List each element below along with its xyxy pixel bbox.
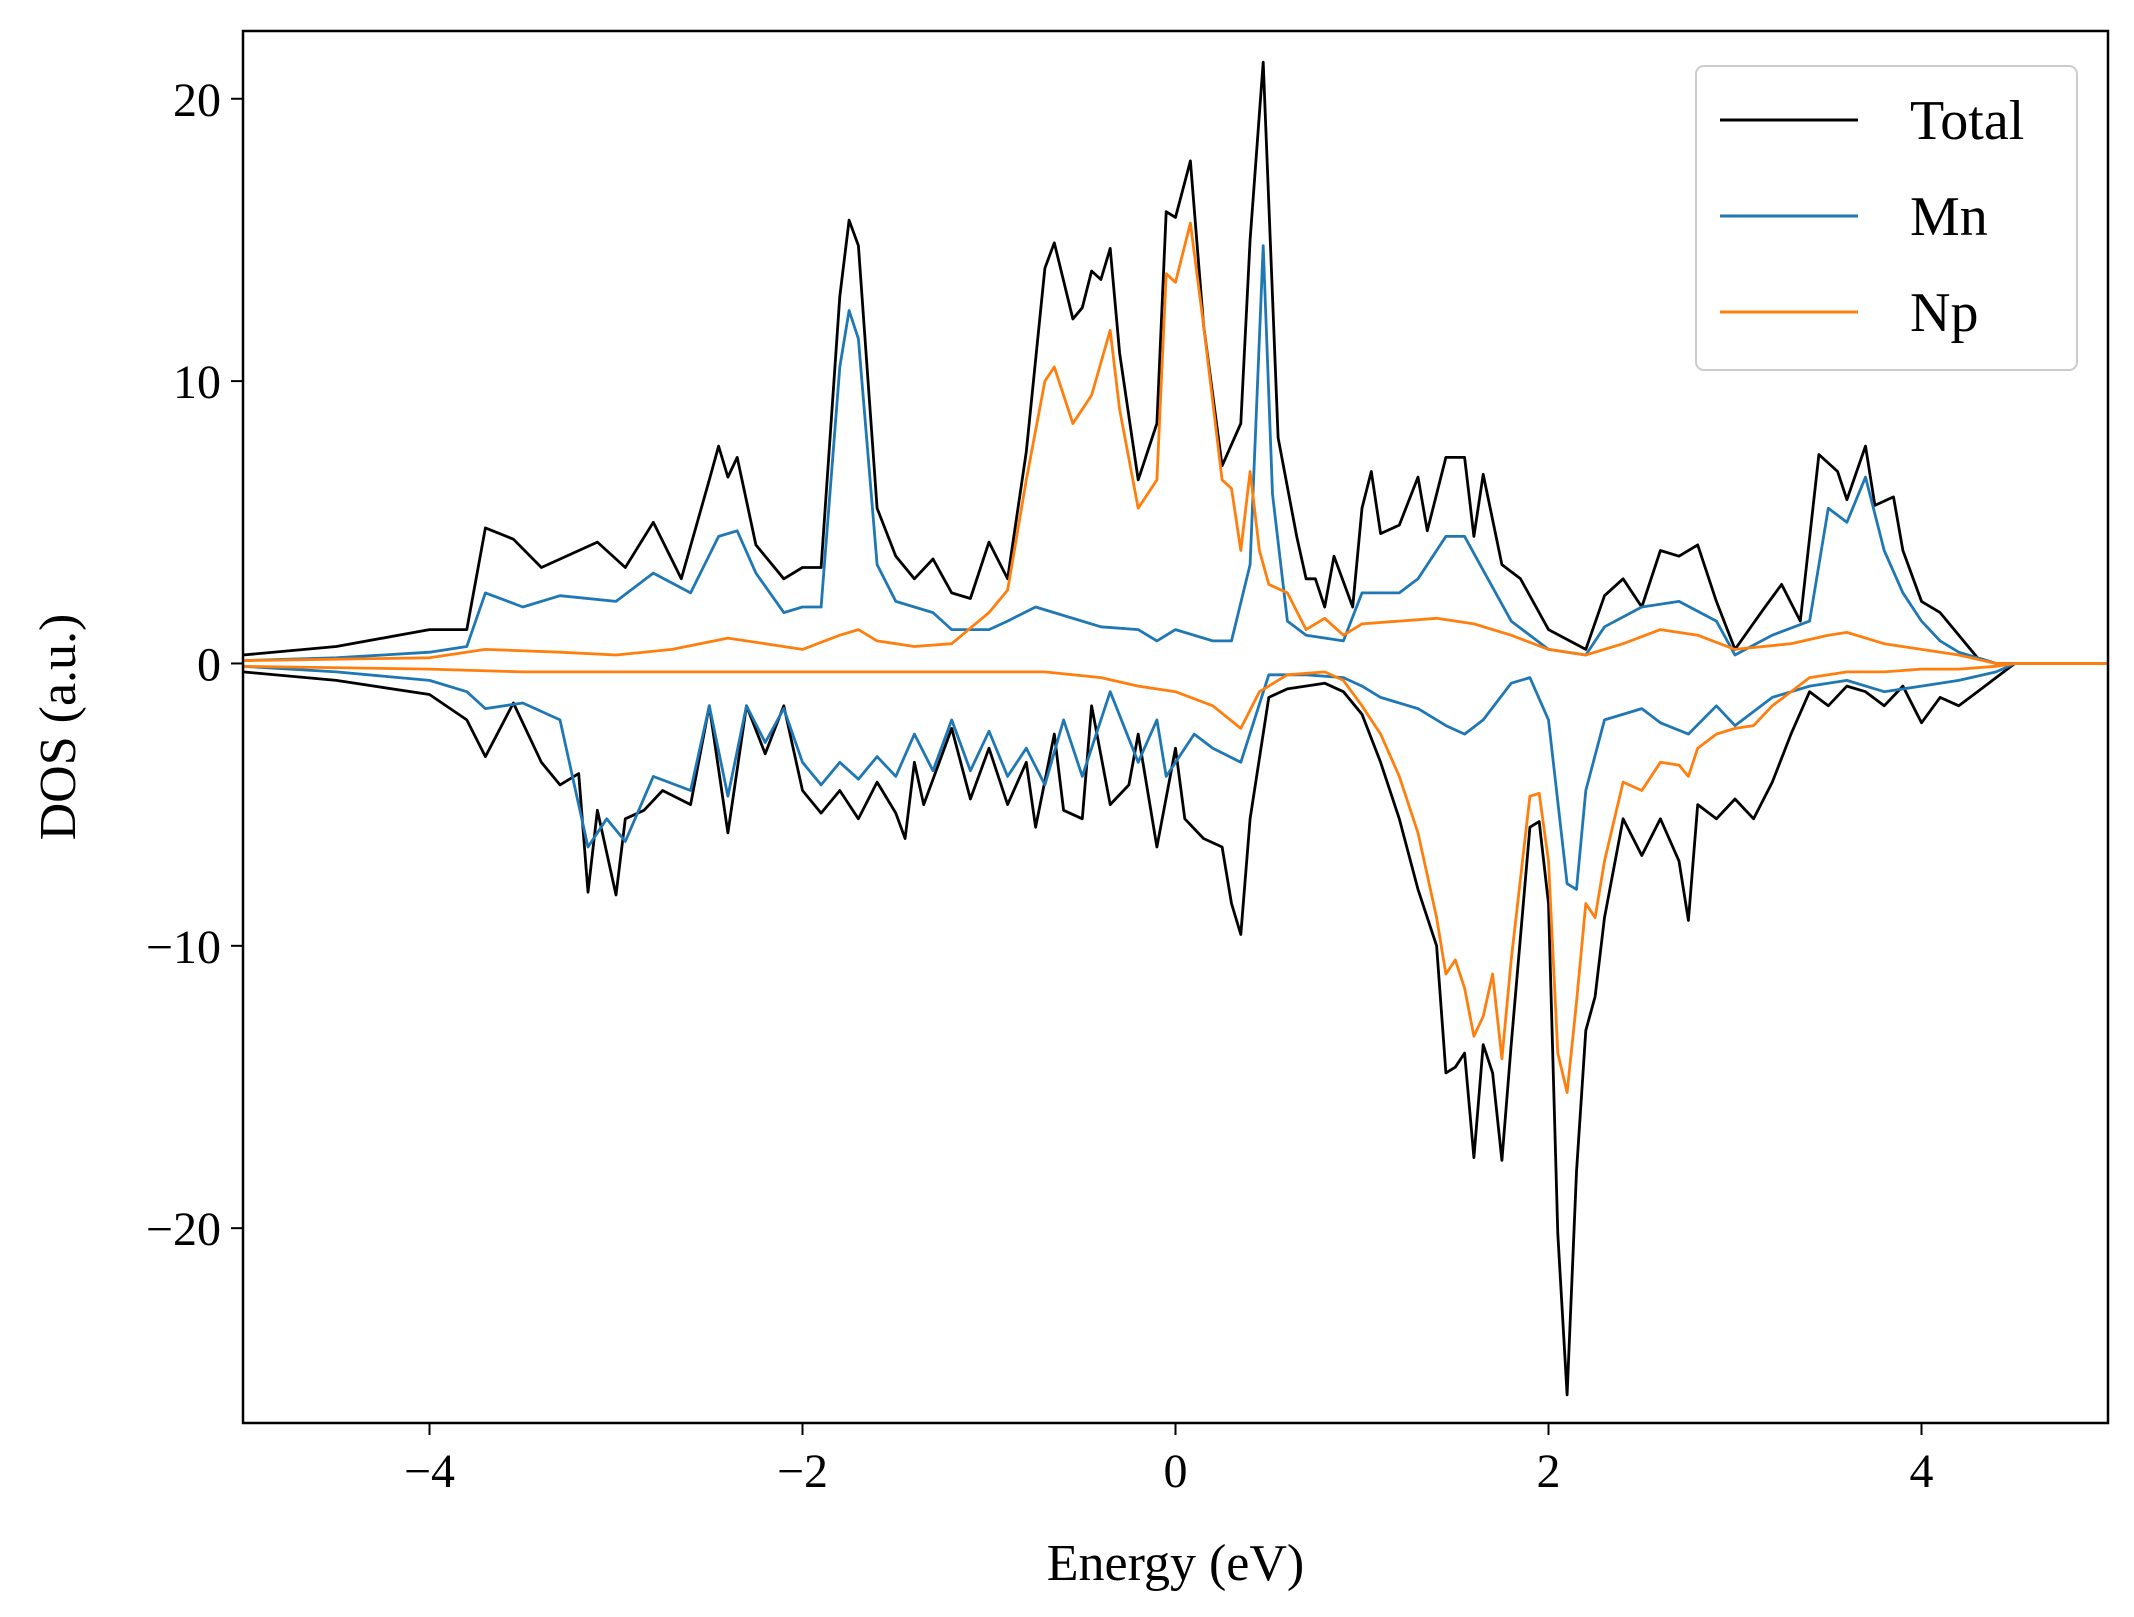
series-total-down-line	[243, 662, 2108, 1397]
x-tick-label: −2	[777, 1445, 828, 1498]
y-axis: −20 −10 0 10 20	[146, 74, 243, 1256]
series-mn-down-line	[243, 662, 2108, 891]
x-tick-label: −4	[404, 1445, 455, 1498]
y-tick-label: −20	[146, 1203, 221, 1256]
y-axis-label: DOS (a.u.)	[30, 614, 87, 841]
series-np-down-line	[243, 662, 2108, 1094]
x-tick-label: 0	[1164, 1445, 1188, 1498]
legend-label-mn: Mn	[1910, 186, 1988, 248]
y-tick-label: 0	[197, 638, 221, 691]
series-mn-up-line	[243, 244, 2108, 665]
legend-label-np: Np	[1910, 282, 1978, 344]
x-axis: −4 −2 0 2 4	[404, 1423, 1934, 1498]
x-axis-label: Energy (eV)	[1047, 1535, 1305, 1592]
x-tick-label: 2	[1537, 1445, 1561, 1498]
y-tick-label: 20	[173, 74, 221, 127]
legend-box	[1695, 65, 2078, 371]
legend: Total Mn Np	[1695, 65, 2078, 371]
legend-label-total: Total	[1910, 90, 2024, 152]
x-tick-label: 4	[1910, 1445, 1934, 1498]
y-tick-label: 10	[173, 356, 221, 409]
series-total-up-line	[243, 60, 2108, 665]
y-tick-label: −10	[146, 921, 221, 974]
series-layer	[243, 60, 2108, 1397]
series-np-up-line	[243, 221, 2108, 665]
